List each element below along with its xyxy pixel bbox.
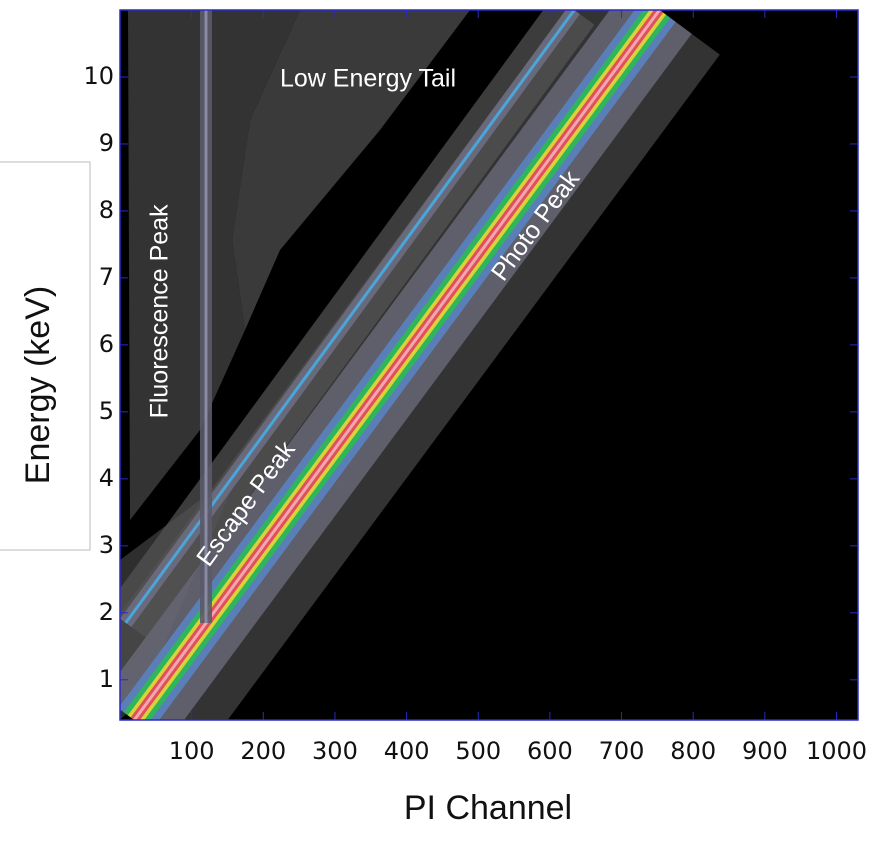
x-tick-label: 300 bbox=[312, 737, 358, 765]
frame bbox=[0, 161, 91, 551]
plot-border bbox=[119, 9, 859, 721]
x-tick-label: 800 bbox=[670, 737, 716, 765]
tail-region bbox=[128, 10, 300, 520]
y-axis-label: Energy (keV) bbox=[19, 286, 57, 484]
y-tick-label: 8 bbox=[99, 196, 114, 224]
y-tick-label: 10 bbox=[83, 62, 114, 90]
y-tick-label: 1 bbox=[99, 665, 114, 693]
y-tick-label: 5 bbox=[99, 397, 114, 425]
y-tick-label: 9 bbox=[99, 129, 114, 157]
tail-region bbox=[232, 10, 470, 330]
x-tick-label: 500 bbox=[455, 737, 501, 765]
y-tick-label: 4 bbox=[99, 464, 114, 492]
x-tick-label: 1000 bbox=[806, 737, 867, 765]
x-tick-label: 200 bbox=[240, 737, 286, 765]
annotation: Low Energy Tail bbox=[280, 65, 456, 93]
y-tick-label: 3 bbox=[99, 531, 114, 559]
x-tick-label: 600 bbox=[527, 737, 573, 765]
x-tick-label: 100 bbox=[169, 737, 215, 765]
x-axis-label: PI Channel bbox=[404, 789, 572, 827]
x-tick-label: 900 bbox=[742, 737, 788, 765]
x-tick-label: 700 bbox=[599, 737, 645, 765]
x-tick-label: 400 bbox=[384, 737, 430, 765]
y-tick-label: 2 bbox=[99, 598, 114, 626]
y-tick-label: 7 bbox=[99, 263, 114, 291]
y-tick-label: 6 bbox=[99, 330, 114, 358]
peak-label: Fluorescence Peak bbox=[146, 204, 174, 419]
plot-area bbox=[120, 10, 720, 720]
peak-line bbox=[133, 10, 661, 720]
